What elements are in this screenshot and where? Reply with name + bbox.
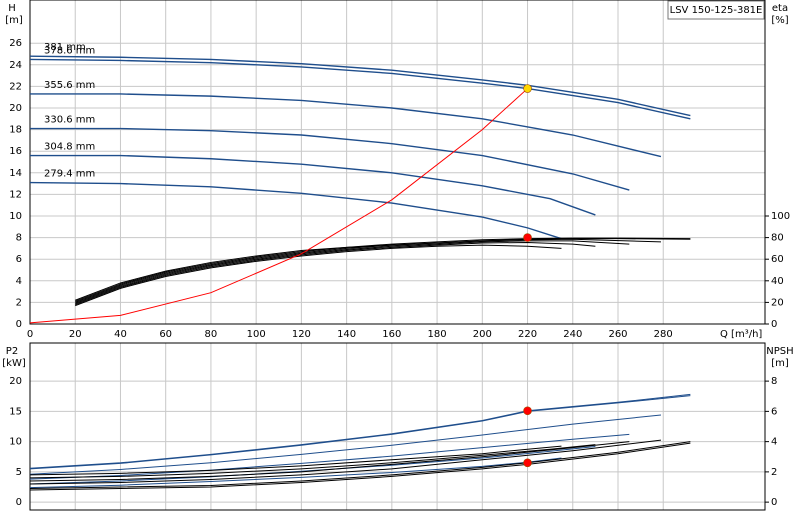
y2-tick-label: 0	[771, 319, 777, 330]
chart-title: LSV 150-125-381E	[670, 5, 763, 16]
x-tick-label: 20	[69, 329, 82, 340]
x-tick-label: 80	[205, 329, 218, 340]
y2-tick-label: 80	[771, 233, 784, 244]
x-tick-label: 100	[247, 329, 266, 340]
duty-point	[523, 406, 532, 416]
y-tick-label: 20	[9, 376, 22, 387]
y-tick-label: 18	[9, 125, 22, 136]
y2-axis-unit: [%]	[771, 15, 788, 26]
series-line	[29, 444, 596, 479]
y-axis-label: H	[8, 3, 16, 14]
y2-tick-label: 4	[771, 437, 777, 448]
series-line	[75, 244, 562, 307]
series-line	[29, 433, 630, 480]
curve-label: 381 mm	[44, 42, 86, 53]
y-tick-label: 24	[9, 60, 22, 71]
series-line	[29, 55, 691, 117]
duty-point	[523, 458, 532, 468]
series-line	[75, 238, 691, 302]
y2-axis-unit: [m]	[771, 358, 789, 369]
y2-axis-label: eta	[772, 3, 788, 14]
plot-frame	[29, 0, 766, 325]
x-tick-label: 120	[292, 329, 311, 340]
series-line	[29, 441, 630, 482]
series-line	[29, 414, 662, 475]
series-line	[29, 58, 691, 120]
series-line	[29, 441, 691, 490]
y-tick-label: 14	[9, 168, 22, 179]
series-line	[29, 88, 528, 324]
curve-label: 279.4 mm	[44, 169, 95, 180]
curve-label: 355.6 mm	[44, 80, 95, 91]
y-axis-unit: [kW]	[2, 358, 26, 369]
duty-point	[523, 84, 532, 93]
series-line	[29, 181, 562, 240]
series-line	[29, 457, 562, 489]
curve-label: 304.8 mm	[44, 142, 95, 153]
x-tick-label: 200	[473, 329, 492, 340]
y-tick-label: 5	[16, 467, 22, 478]
x-tick-label: 280	[654, 329, 673, 340]
y2-tick-label: 2	[771, 467, 777, 478]
series-line	[29, 393, 691, 469]
series-line	[75, 237, 691, 301]
y-tick-label: 0	[16, 319, 22, 330]
x-tick-label: 260	[608, 329, 627, 340]
y2-tick-label: 100	[771, 211, 790, 222]
y-tick-label: 10	[9, 211, 22, 222]
y-tick-label: 20	[9, 103, 22, 114]
y-tick-label: 0	[16, 497, 22, 508]
x-tick-label: 40	[114, 329, 127, 340]
x-tick-label: 140	[337, 329, 356, 340]
series-line	[29, 439, 662, 485]
y-tick-label: 6	[16, 254, 22, 265]
series-line	[30, 154, 596, 216]
curve-label: 330.6 mm	[44, 115, 95, 126]
title-box	[667, 0, 765, 20]
series-line	[30, 93, 662, 158]
y2-tick-label: 40	[771, 276, 784, 287]
series-line	[75, 241, 596, 306]
y2-tick-label: 20	[771, 297, 784, 308]
y-tick-label: 4	[16, 276, 22, 287]
y-tick-label: 2	[16, 297, 22, 308]
y2-tick-label: 6	[771, 406, 777, 417]
curve-label: 378.6 mm	[44, 45, 95, 56]
y-axis-unit: [m]	[5, 15, 23, 26]
y-tick-label: 26	[9, 38, 22, 49]
y-tick-label: 8	[16, 233, 22, 244]
y2-tick-label: 8	[771, 376, 777, 387]
series-line	[29, 442, 691, 491]
y-tick-label: 15	[9, 406, 22, 417]
y-tick-label: 12	[9, 189, 22, 200]
y-tick-label: 10	[9, 437, 22, 448]
x-tick-label: 220	[518, 329, 537, 340]
y-tick-label: 16	[9, 146, 22, 157]
x-tick-label: 60	[159, 329, 172, 340]
x-tick-label: 240	[563, 329, 582, 340]
y-axis-label: P2	[6, 346, 18, 357]
x-axis-label: Q [m³/h]	[720, 329, 762, 340]
plot-frame	[29, 342, 766, 511]
series-line	[30, 127, 630, 191]
x-tick-label: 0	[27, 329, 33, 340]
y2-axis-label: NPSH	[766, 346, 793, 357]
y-tick-label: 22	[9, 81, 22, 92]
series-line	[29, 445, 562, 476]
x-tick-label: 180	[428, 329, 447, 340]
duty-point	[523, 233, 532, 242]
x-tick-label: 160	[382, 329, 401, 340]
y2-tick-label: 60	[771, 254, 784, 265]
series-line	[29, 395, 691, 470]
y2-tick-label: 0	[771, 497, 777, 508]
